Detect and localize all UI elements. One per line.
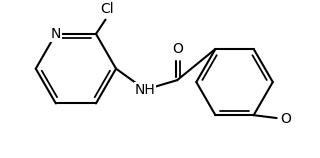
Text: O: O bbox=[280, 112, 291, 126]
Text: NH: NH bbox=[134, 83, 155, 97]
Text: N: N bbox=[51, 27, 61, 41]
Text: Cl: Cl bbox=[100, 2, 114, 16]
Text: O: O bbox=[173, 42, 184, 56]
